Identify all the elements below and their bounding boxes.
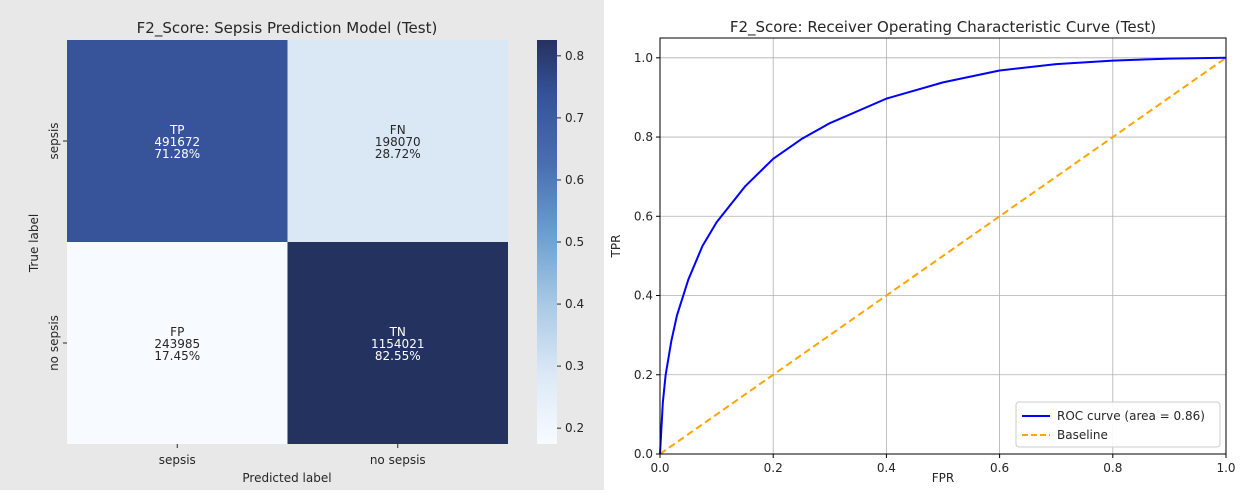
roc-panel: F2_Score: Receiver Operating Characteris… xyxy=(609,18,1236,485)
confusion-title: F2_Score: Sepsis Prediction Model (Test) xyxy=(137,19,438,38)
roc-curve-line xyxy=(659,56,1227,455)
colorbar-tick-label: 0.8 xyxy=(565,49,584,63)
roc-y-tick-label: 0.0 xyxy=(634,447,653,461)
roc-y-tick-label: 1.0 xyxy=(634,51,653,65)
confusion-x-axis-label: Predicted label xyxy=(242,471,331,485)
roc-y-axis-label: TPR xyxy=(609,235,623,259)
colorbar-tick-label: 0.6 xyxy=(565,173,584,187)
roc-x-axis-label: FPR xyxy=(932,471,954,485)
confusion-axis-ticks: sepsis no sepsis sepsis no sepsis xyxy=(47,122,426,467)
roc-x-tick-label: 0.0 xyxy=(650,461,669,475)
confusion-y-axis-label: True label xyxy=(27,214,41,273)
x-tick-label: sepsis xyxy=(159,453,196,467)
y-tick-label: no sepsis xyxy=(47,315,61,371)
roc-axis-ticks: 0.0 0.2 0.4 0.6 0.8 1.0 0.0 0.2 0.4 0.6 0.8 1.0 xyxy=(634,51,1236,475)
heatmap-cell-fn xyxy=(287,40,508,242)
cell-count-fp: 243985 xyxy=(154,337,200,351)
roc-y-tick-label: 0.6 xyxy=(634,209,653,223)
heatmap-cell-fp xyxy=(67,242,288,444)
roc-x-tick-label: 0.8 xyxy=(1103,461,1122,475)
x-tick-label: no sepsis xyxy=(370,453,426,467)
cell-percent-tn: 82.55% xyxy=(375,349,421,363)
roc-x-tick-label: 0.2 xyxy=(764,461,783,475)
roc-axes-frame xyxy=(659,37,1227,455)
roc-y-tick-label: 0.4 xyxy=(634,289,653,303)
legend-roc-label: ROC curve (area = 0.86) xyxy=(1057,409,1205,423)
roc-y-tick-label: 0.2 xyxy=(634,368,653,382)
cell-label-tn: TN xyxy=(389,325,406,339)
roc-grid xyxy=(659,38,1227,455)
cell-percent-fn: 28.72% xyxy=(375,147,421,161)
cell-count-tn: 1154021 xyxy=(371,337,424,351)
heatmap-cell-tp xyxy=(67,40,288,242)
colorbar-tick-label: 0.2 xyxy=(565,421,584,435)
cell-percent-tp: 71.28% xyxy=(154,147,200,161)
cell-count-fn: 198070 xyxy=(375,135,421,149)
colorbar-tick-label: 0.3 xyxy=(565,359,584,373)
cell-percent-fp: 17.45% xyxy=(154,349,200,363)
colorbar-tick-label: 0.7 xyxy=(565,111,584,125)
colorbar-tick-label: 0.5 xyxy=(565,235,584,249)
roc-title: F2_Score: Receiver Operating Characteris… xyxy=(730,18,1156,37)
colorbar xyxy=(537,40,557,444)
cell-count-tp: 491672 xyxy=(154,135,200,149)
roc-x-tick-label: 1.0 xyxy=(1216,461,1235,475)
colorbar-tick-label: 0.4 xyxy=(565,297,584,311)
legend-box xyxy=(1015,401,1221,448)
roc-x-tick-label: 0.4 xyxy=(877,461,896,475)
baseline-line xyxy=(659,56,1227,455)
roc-x-tick-label: 0.6 xyxy=(990,461,1009,475)
colorbar-ticks: 0.2 0.3 0.4 0.5 0.6 0.7 0.8 xyxy=(557,49,584,435)
cell-label-fp: FP xyxy=(170,325,184,339)
heatmap-cell-tn xyxy=(287,242,508,444)
legend-baseline-label: Baseline xyxy=(1057,428,1108,442)
roc-legend: ROC curve (area = 0.86) Baseline xyxy=(1015,401,1221,448)
y-tick-label: sepsis xyxy=(47,122,61,159)
cell-label-tp: TP xyxy=(169,123,185,137)
roc-y-tick-label: 0.8 xyxy=(634,130,653,144)
cell-label-fn: FN xyxy=(390,123,406,137)
roc-lines xyxy=(659,56,1227,455)
confusion-panel: F2_Score: Sepsis Prediction Model (Test)… xyxy=(0,0,604,490)
